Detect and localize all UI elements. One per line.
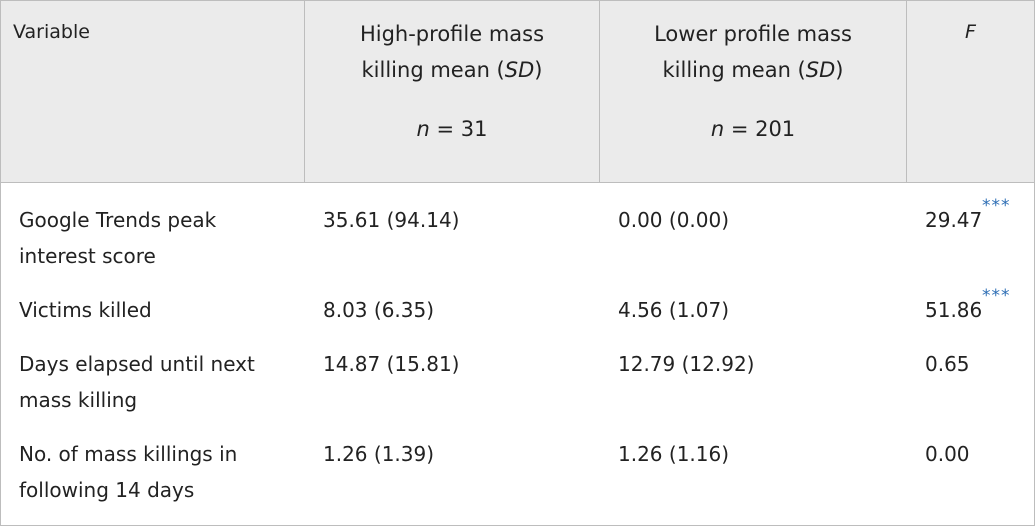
cell-high-mass-killings-14-days: 1.26 (1.39) bbox=[323, 442, 435, 466]
header-f-label: F bbox=[965, 21, 976, 43]
cell-f-google-trends: 29.47 bbox=[925, 208, 983, 232]
cell-high-google-trends: 35.61 (94.14) bbox=[323, 208, 460, 232]
header-lower-profile-n: n = 201 bbox=[710, 117, 796, 141]
cell-low-victims-killed: 4.56 (1.07) bbox=[618, 298, 730, 322]
cell-f-days-elapsed: 0.65 bbox=[925, 352, 970, 376]
cell-low-days-elapsed: 12.79 (12.92) bbox=[618, 352, 755, 376]
header-variable-cell: Variable bbox=[1, 1, 304, 182]
cell-f-victims-killed: 51.86 bbox=[925, 298, 983, 322]
table-header: Variable High-profile mass killing mean … bbox=[1, 1, 1034, 183]
header-f-cell: F bbox=[906, 1, 1034, 182]
header-lower-profile-cell: Lower profile mass killing mean (SD) n =… bbox=[599, 1, 906, 182]
row-label-days-elapsed: Days elapsed until next mass killing bbox=[19, 352, 255, 412]
header-lower-profile-title: Lower profile mass killing mean (SD) bbox=[654, 22, 852, 82]
cell-f-mass-killings-14-days: 0.00 bbox=[925, 442, 970, 466]
header-variable-label: Variable bbox=[13, 21, 90, 43]
row-label-google-trends: Google Trends peak interest score bbox=[19, 208, 217, 268]
cell-low-mass-killings-14-days: 1.26 (1.16) bbox=[618, 442, 730, 466]
cell-high-days-elapsed: 14.87 (15.81) bbox=[323, 352, 460, 376]
header-high-profile-n: n = 31 bbox=[416, 117, 488, 141]
header-high-profile-title: High-profile mass killing mean (SD) bbox=[359, 22, 545, 82]
header-high-profile-cell: High-profile mass killing mean (SD) n = … bbox=[304, 1, 599, 182]
cell-low-google-trends: 0.00 (0.00) bbox=[618, 208, 730, 232]
significance-link[interactable]: *** bbox=[982, 196, 1011, 216]
significance-link[interactable]: *** bbox=[982, 286, 1011, 306]
row-label-mass-killings-14-days: No. of mass killings in following 14 day… bbox=[19, 442, 238, 502]
cell-high-victims-killed: 8.03 (6.35) bbox=[323, 298, 435, 322]
row-label-victims-killed: Victims killed bbox=[19, 298, 152, 322]
